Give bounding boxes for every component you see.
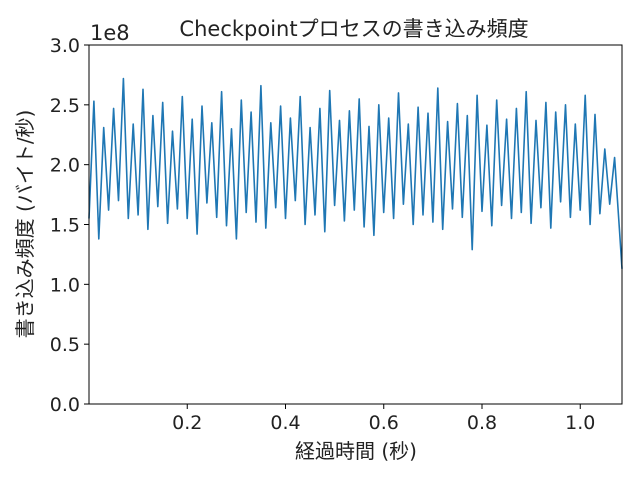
plot-area [88,44,623,405]
y-offset-label: 1e8 [90,21,130,45]
x-tick-label: 0.6 [369,412,399,434]
y-tick-label: 1.0 [50,274,80,296]
x-tick-label: 0.4 [270,412,300,434]
y-tick-label: 1.5 [50,215,80,237]
series-line [88,77,623,269]
y-axis-label: 書き込み頻度 (バイト/秒) [13,110,37,339]
y-tick-label: 0.5 [50,334,80,356]
y-tick-label: 2.5 [50,95,80,117]
y-axis-ticks: 0.0 0.5 1.0 1.5 2.0 2.5 3.0 [50,35,89,416]
x-tick-label: 1.0 [565,412,595,434]
y-tick-label: 3.0 [50,35,80,57]
y-tick-label: 0.0 [50,394,80,416]
x-tick-label: 0.8 [467,412,497,434]
x-tick-label: 0.2 [172,412,202,434]
plot-frame [88,44,623,405]
x-axis-label: 経過時間 (秒) [295,439,417,463]
chart-title: Checkpointプロセスの書き込み頻度 [179,17,528,41]
x-axis-ticks: 0.2 0.4 0.6 0.8 1.0 [172,404,595,434]
y-tick-label: 2.0 [50,155,80,177]
